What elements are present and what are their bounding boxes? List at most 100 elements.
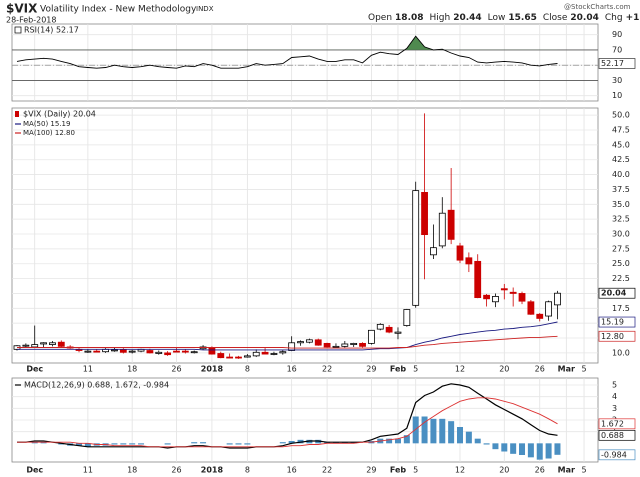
histogram-bar <box>536 443 543 460</box>
x-tick-label: 20 <box>499 466 509 475</box>
y-tick-label: 37.5 <box>612 185 630 194</box>
x-tick-label: Mar <box>558 365 575 374</box>
series-line <box>17 397 558 448</box>
candle-body <box>474 260 482 299</box>
candle-body <box>367 329 375 344</box>
histogram-bar <box>412 416 419 444</box>
histogram-bar <box>288 441 295 444</box>
candle-body <box>314 339 322 346</box>
candle-body <box>359 342 366 347</box>
quote-value: 20.44 <box>453 13 481 23</box>
x-tick-label: 18 <box>127 466 137 475</box>
instrument-name: Volatility Index - New Methodology <box>40 5 197 15</box>
legend-entry: MACD(12,26,9) 0.688, 1.672, -0.984 <box>24 381 169 390</box>
legend-entry: MA(50) 15.19 <box>23 120 70 128</box>
x-tick-label: 11 <box>83 466 93 475</box>
candle-body <box>536 313 544 319</box>
x-tick-label: 18 <box>127 365 137 374</box>
candle-body <box>527 301 535 315</box>
series-line <box>16 35 558 69</box>
series-line <box>17 383 558 449</box>
end-label: 20.04 <box>601 289 627 298</box>
end-label-box <box>598 449 636 461</box>
x-tick-label: 8 <box>245 466 250 475</box>
symbol: $VIX <box>6 2 38 16</box>
candle-body <box>279 351 287 354</box>
candle-body <box>226 356 234 359</box>
histogram-bar <box>279 442 286 444</box>
y-tick-label: 27.5 <box>612 244 630 253</box>
y-tick-label: 4 <box>612 392 617 401</box>
histogram-bar <box>430 418 437 444</box>
candle-body <box>376 323 384 330</box>
histogram-bar <box>76 443 83 446</box>
histogram-bar <box>492 443 499 450</box>
x-tick-label: Dec <box>26 466 43 475</box>
candle-body <box>217 353 225 359</box>
histogram-bar <box>297 439 304 444</box>
quote-label: Open <box>368 13 392 23</box>
candle-body <box>128 350 136 353</box>
candle-body <box>421 192 428 236</box>
candle-body <box>332 345 340 348</box>
exchange: INDX <box>196 5 214 13</box>
x-tick-label: 2018 <box>201 466 224 475</box>
x-tick-label: 16 <box>287 365 297 374</box>
y-tick-label: 40.0 <box>612 170 630 179</box>
histogram-bar <box>554 443 561 455</box>
legend-entry: MA(100) 12.80 <box>23 129 75 137</box>
quote-label: High <box>430 13 451 23</box>
candle-body <box>164 352 172 356</box>
x-tick-label: 12 <box>455 365 465 374</box>
candle-body <box>447 209 455 240</box>
candle-body <box>252 351 260 357</box>
x-tick-label: 5 <box>581 466 586 475</box>
y-tick-label: 30 <box>612 76 622 85</box>
legend-swatch <box>15 111 19 117</box>
x-tick-label: 26 <box>535 466 545 475</box>
watermark: @StockCharts.com <box>564 3 631 11</box>
panel-frame <box>11 107 599 364</box>
candle-body <box>385 326 393 333</box>
x-tick-label: 29 <box>366 365 376 374</box>
y-tick-label: 50.0 <box>612 111 630 120</box>
quote-value: 20.04 <box>570 13 598 23</box>
y-tick-label: 10 <box>612 91 622 100</box>
candle-body <box>288 342 296 351</box>
candle-body <box>430 247 437 256</box>
candle-body <box>492 296 499 303</box>
candle-body <box>40 342 47 345</box>
quote-label: Low <box>488 13 506 23</box>
histogram-bar <box>510 443 517 454</box>
histogram-bar <box>474 438 481 444</box>
candle-body <box>173 350 180 353</box>
histogram-bar <box>111 443 118 445</box>
histogram-bar <box>129 443 136 445</box>
end-label-box <box>598 287 636 299</box>
x-tick-label: 29 <box>366 466 376 475</box>
candle-body <box>57 341 65 347</box>
histogram-bar <box>200 442 207 444</box>
candle-body <box>305 339 313 343</box>
y-tick-label: 45.0 <box>612 140 630 149</box>
histogram-bar <box>394 438 401 444</box>
candle-body <box>483 294 490 300</box>
candle-body <box>500 288 508 291</box>
x-tick-label: 16 <box>287 466 297 475</box>
y-tick-label: 5 <box>612 381 617 390</box>
candle-body <box>155 351 163 354</box>
candle-body <box>181 350 189 353</box>
end-label-box <box>598 418 636 430</box>
candle-body <box>146 350 154 354</box>
end-label-box <box>598 316 636 328</box>
x-tick-label: 8 <box>245 365 250 374</box>
end-label: 0.688 <box>601 431 624 440</box>
quote-label: Chg <box>605 13 623 23</box>
candle-body <box>84 350 92 353</box>
candle-body <box>394 331 402 334</box>
histogram-bar <box>84 443 91 447</box>
histogram-bar <box>235 443 242 445</box>
end-label: -0.984 <box>601 450 627 459</box>
